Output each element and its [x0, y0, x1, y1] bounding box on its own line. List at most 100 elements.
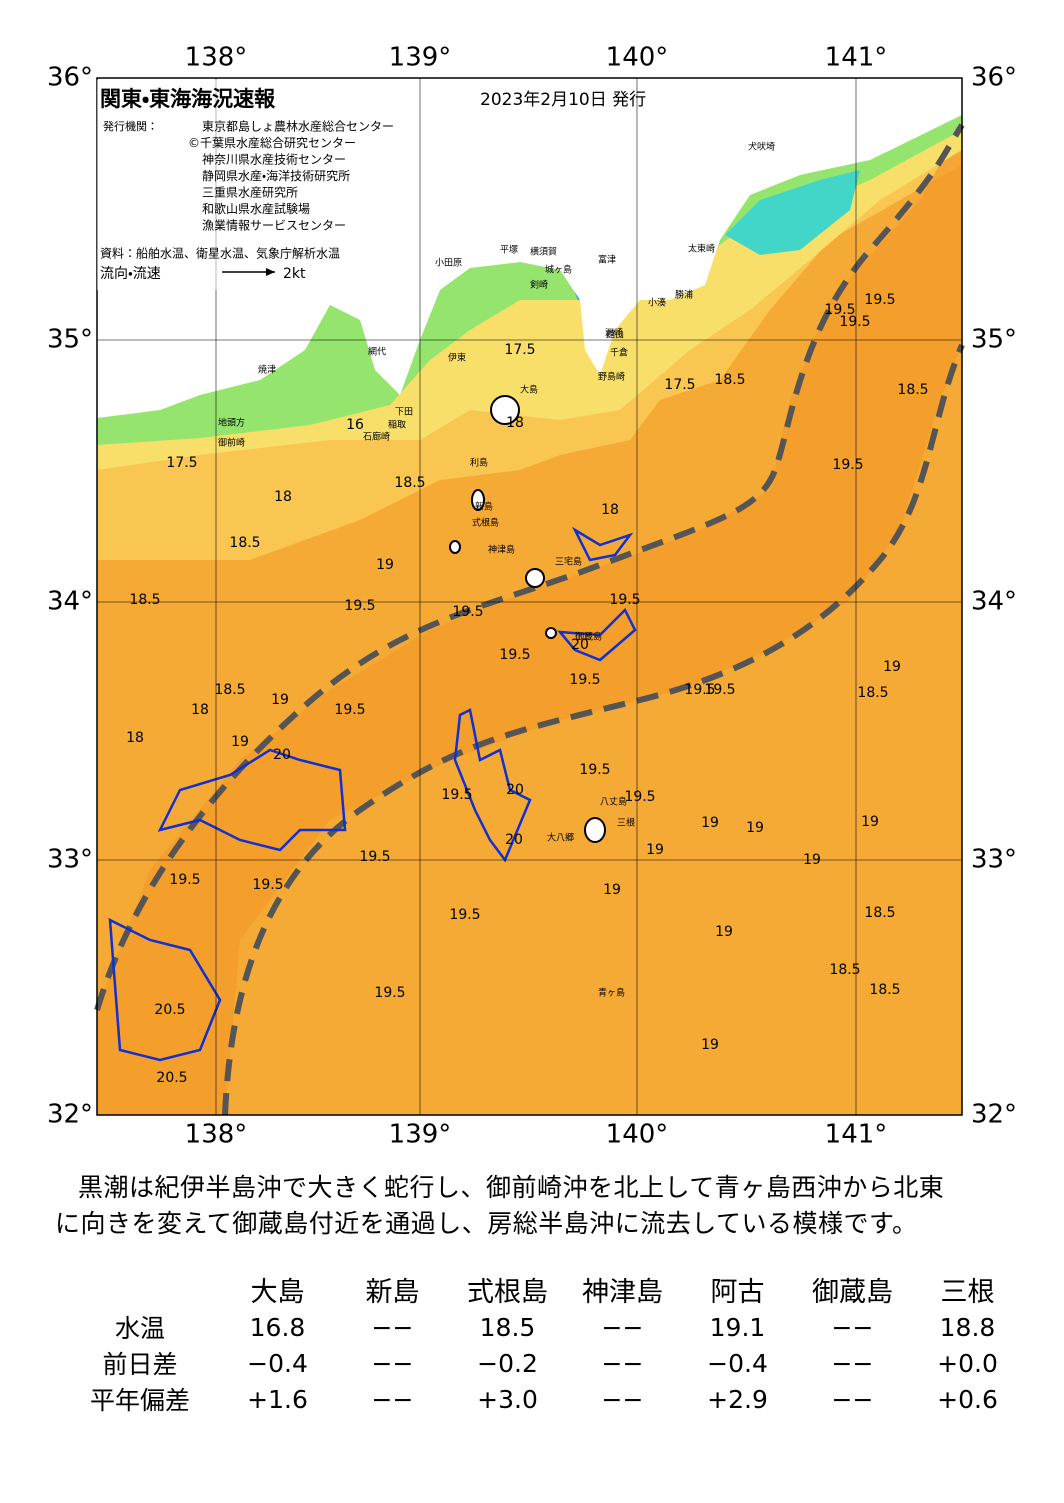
contour-label: 19 [231, 734, 249, 750]
issuer: 三重県水産研究所 [202, 186, 298, 200]
kuroshio-axis-north [94, 123, 965, 1011]
column-header: 御蔵島 [812, 1277, 893, 1308]
island [471, 489, 485, 511]
map: 関東・東海海況速報 2023年2月10日 発行 発行機関： 資料：船舶水温、衛星… [47, 43, 1017, 1150]
place-name: 館山 [606, 329, 624, 341]
island [584, 817, 606, 843]
contour-label: 19.5 [579, 762, 610, 778]
column-header: 新島 [365, 1277, 420, 1308]
contour-label: 19.5 [609, 592, 640, 608]
graticule [97, 78, 962, 1115]
value-cell: 19.1 [709, 1312, 766, 1342]
longitude-label: 138° [185, 1120, 248, 1150]
place-name: 三根 [617, 817, 635, 829]
contour-label: 19.5 [624, 789, 655, 805]
issuer: 和歌山県水産試験場 [202, 201, 310, 216]
contour-label: 19 [701, 1037, 719, 1053]
value-cell: +2.9 [707, 1384, 768, 1414]
contour-label: 20.5 [154, 1002, 185, 1018]
value-cell: −− [601, 1312, 644, 1342]
contour-label: 19 [715, 924, 733, 940]
place-name: 大島 [520, 384, 538, 396]
place-name: 富津 [598, 254, 616, 266]
longitude-label: 139° [389, 1120, 452, 1150]
place-name: 犬吠埼 [748, 141, 775, 153]
contour-label: 18.5 [229, 535, 260, 551]
table-row: 水温 16.8 −− 18.5 −− 19.1 −− 18.8 [60, 1309, 1025, 1345]
value-cell: 18.8 [939, 1312, 996, 1342]
place-name: 網代 [368, 346, 386, 358]
place-name: 三宅島 [555, 556, 582, 568]
island [525, 568, 545, 588]
place-name: 御蔵島 [575, 631, 602, 643]
place-name: 野島崎 [598, 371, 625, 383]
place-name: 洲崎 [605, 327, 623, 339]
caption-line: 黒潮は紀伊半島沖で大きく蛇行し、御前崎沖を北上して青ヶ島西沖から北東 [78, 1173, 945, 1202]
contour-label: 19 [861, 814, 879, 830]
place-name: 城ヶ島 [545, 264, 572, 276]
issuer: 東京都島しょ農林水産総合センター [202, 119, 394, 134]
issuer: 静岡県水産・海洋技術研究所 [202, 168, 350, 183]
contour-label: 19.5 [499, 647, 530, 663]
contour-label: 17.5 [504, 342, 535, 358]
row-header: 水温 [114, 1314, 165, 1343]
caption-line: に向きを変えて御蔵島付近を通過し、房総半島沖に流去している模様です。 [55, 1209, 918, 1238]
contour-label: 18 [601, 502, 619, 518]
contour-label: 20 [571, 637, 589, 653]
contour-label: 19.5 [839, 314, 870, 330]
latitude-label: 36° [971, 63, 1017, 93]
table-row: 前日差 −0.4 −− −0.2 −− −0.4 −− +0.0 [60, 1345, 1025, 1381]
latitude-label: 34° [47, 587, 93, 617]
data-source: 資料：船舶水温、衛星水温、気象庁解析水温 [100, 246, 340, 261]
contour-label: 19 [803, 852, 821, 868]
contour-label: 18.5 [214, 682, 245, 698]
place-name: 青ヶ島 [598, 987, 625, 999]
island [545, 627, 557, 639]
column-header: 大島 [250, 1277, 305, 1308]
value-cell: −− [601, 1384, 644, 1414]
cyan-zone [725, 170, 860, 255]
place-name: 伊東 [448, 352, 466, 364]
contour-label: 19.5 [374, 985, 405, 1001]
contour-label: 19.5 [704, 682, 735, 698]
contour-label: 17.5 [664, 377, 695, 393]
value-cell: −− [601, 1348, 644, 1378]
contour-label: 19 [701, 815, 719, 831]
contour-label: 19 [376, 557, 394, 573]
contour [571, 526, 634, 562]
contour-label: 19 [883, 659, 901, 675]
issuer: 漁業情報サービスセンター [202, 219, 346, 233]
longitude-label: 140° [606, 1120, 669, 1150]
contour-label: 20.5 [156, 1070, 187, 1086]
value-cell: +1.6 [247, 1384, 308, 1414]
place-name: 地頭方 [218, 417, 245, 429]
kuroshio-axis-south [222, 343, 965, 1116]
place-name: 焼津 [258, 365, 276, 376]
contour-label: 20 [506, 782, 524, 798]
longitude-label: 141° [825, 43, 888, 73]
contour-label: 18.5 [869, 982, 900, 998]
value-cell: −− [831, 1348, 874, 1378]
contour-label: 19 [746, 820, 764, 836]
place-name: 石廊崎 [363, 431, 390, 443]
flow-scale: 2kt [283, 266, 306, 282]
issuer: 神奈川県水産技術センター [202, 152, 346, 167]
value-cell: −− [831, 1312, 874, 1342]
contour-label: 19.5 [832, 457, 863, 473]
kuroshio-core [97, 125, 962, 1115]
place-name: 小湊 [648, 297, 666, 309]
contour [108, 917, 222, 1062]
longitude-label: 141° [825, 1120, 888, 1150]
contour-label: 18.5 [857, 685, 888, 701]
legend-box [97, 80, 387, 290]
issuer-label: 発行機関： [103, 119, 158, 133]
longitude-label: 140° [606, 43, 669, 73]
flow-label: 流向・流速 [100, 266, 161, 282]
contour-label: 19.5 [569, 672, 600, 688]
contour-label: 19 [646, 842, 664, 858]
island [490, 395, 520, 425]
contour-label: 18.5 [864, 905, 895, 921]
map-frame [96, 77, 963, 1116]
islands [449, 395, 606, 843]
